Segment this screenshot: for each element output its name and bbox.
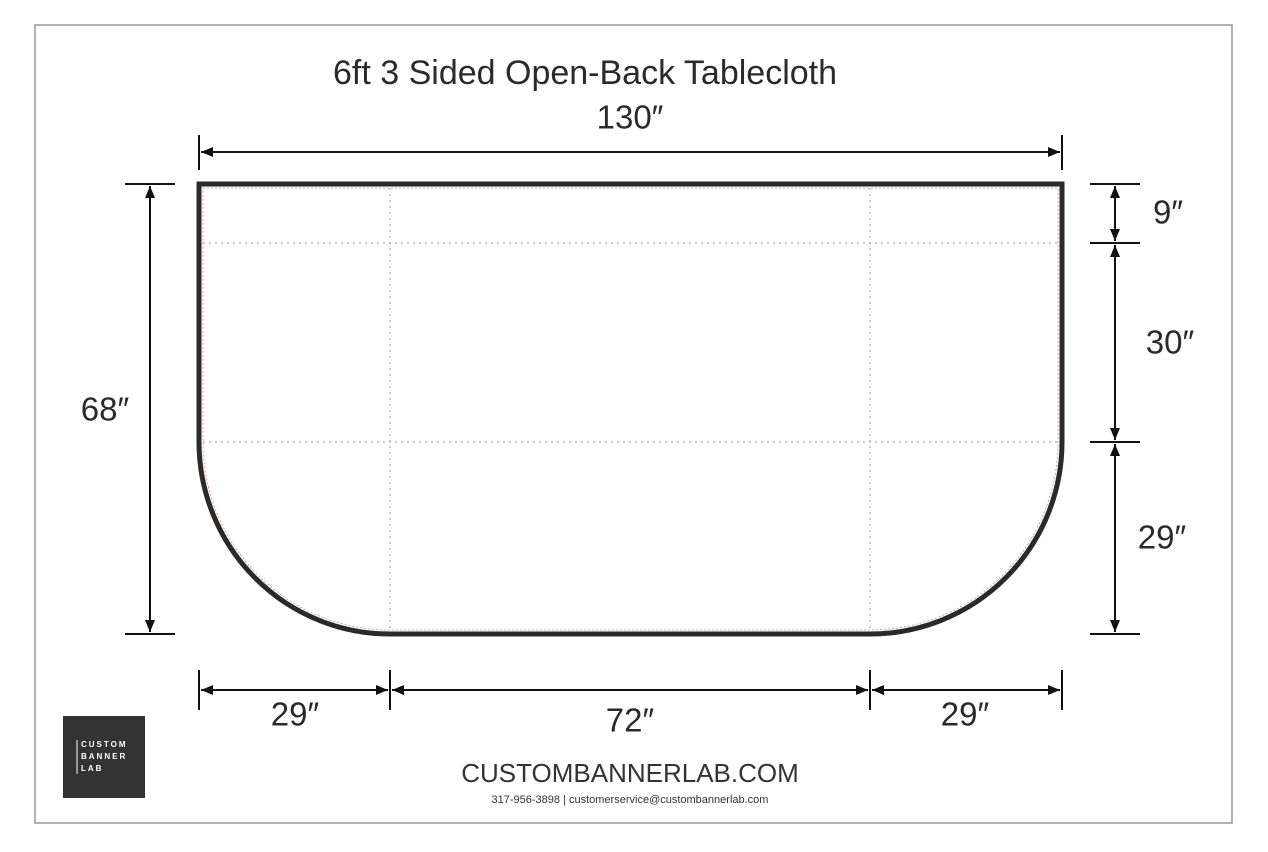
dimension-label: 72″: [606, 702, 655, 739]
dimension-label: 29″: [1138, 519, 1187, 556]
website: CUSTOMBANNERLAB.COM: [461, 758, 799, 788]
dimension-label: 30″: [1146, 324, 1195, 361]
bleed-line: [202, 187, 1059, 631]
dimension-label: 68″: [81, 391, 130, 428]
dimension-label: 29″: [941, 696, 990, 733]
title: 6ft 3 Sided Open-Back Tablecloth: [333, 54, 837, 92]
logo-text: LAB: [81, 764, 103, 773]
logo-text: BANNER: [81, 752, 127, 761]
dimension-label: 29″: [271, 696, 320, 733]
tablecloth: [196, 181, 1065, 637]
logo-text: CUSTOM: [81, 740, 128, 749]
dimension-label: 130″: [597, 99, 664, 136]
contact: 317-956-3898 | customerservice@customban…: [492, 794, 769, 806]
dimension-label: 9″: [1153, 194, 1183, 231]
